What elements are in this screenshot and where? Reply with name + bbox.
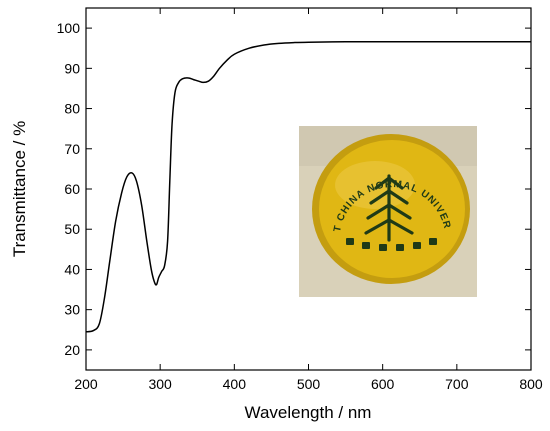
y-tick-label: 60 [64, 181, 80, 197]
chinese-seal-characters [346, 238, 437, 251]
x-tick-label: 300 [148, 376, 172, 392]
y-tick-label: 100 [57, 20, 81, 36]
x-axis-title: Wavelength / nm [245, 403, 372, 422]
x-tick-label: 800 [519, 376, 543, 392]
y-tick-label: 90 [64, 60, 80, 76]
x-tick-label: 700 [445, 376, 469, 392]
x-tick-label: 600 [371, 376, 395, 392]
y-tick-label: 50 [64, 221, 80, 237]
inset-disc-highlight [335, 161, 415, 209]
x-tick-label: 200 [74, 376, 98, 392]
inset-disc [319, 140, 465, 278]
y-tick-label: 40 [64, 261, 80, 277]
x-tick-label: 500 [297, 376, 321, 392]
y-axis-title: Transmittance / % [10, 121, 29, 257]
pine-tree-logo-icon [364, 174, 414, 242]
y-tick-label: 70 [64, 141, 80, 157]
series-layer [85, 41, 531, 333]
transmittance-series-line [85, 41, 531, 333]
y-tick-label: 80 [64, 101, 80, 117]
y-tick-labels: 20 30 40 50 60 70 80 90 100 [57, 20, 81, 358]
y-tick-label: 30 [64, 302, 80, 318]
axis-ticks [85, 8, 532, 370]
y-tick-label: 20 [64, 342, 80, 358]
x-tick-labels: 200 300 400 500 600 700 800 [74, 376, 543, 392]
x-tick-label: 400 [223, 376, 247, 392]
